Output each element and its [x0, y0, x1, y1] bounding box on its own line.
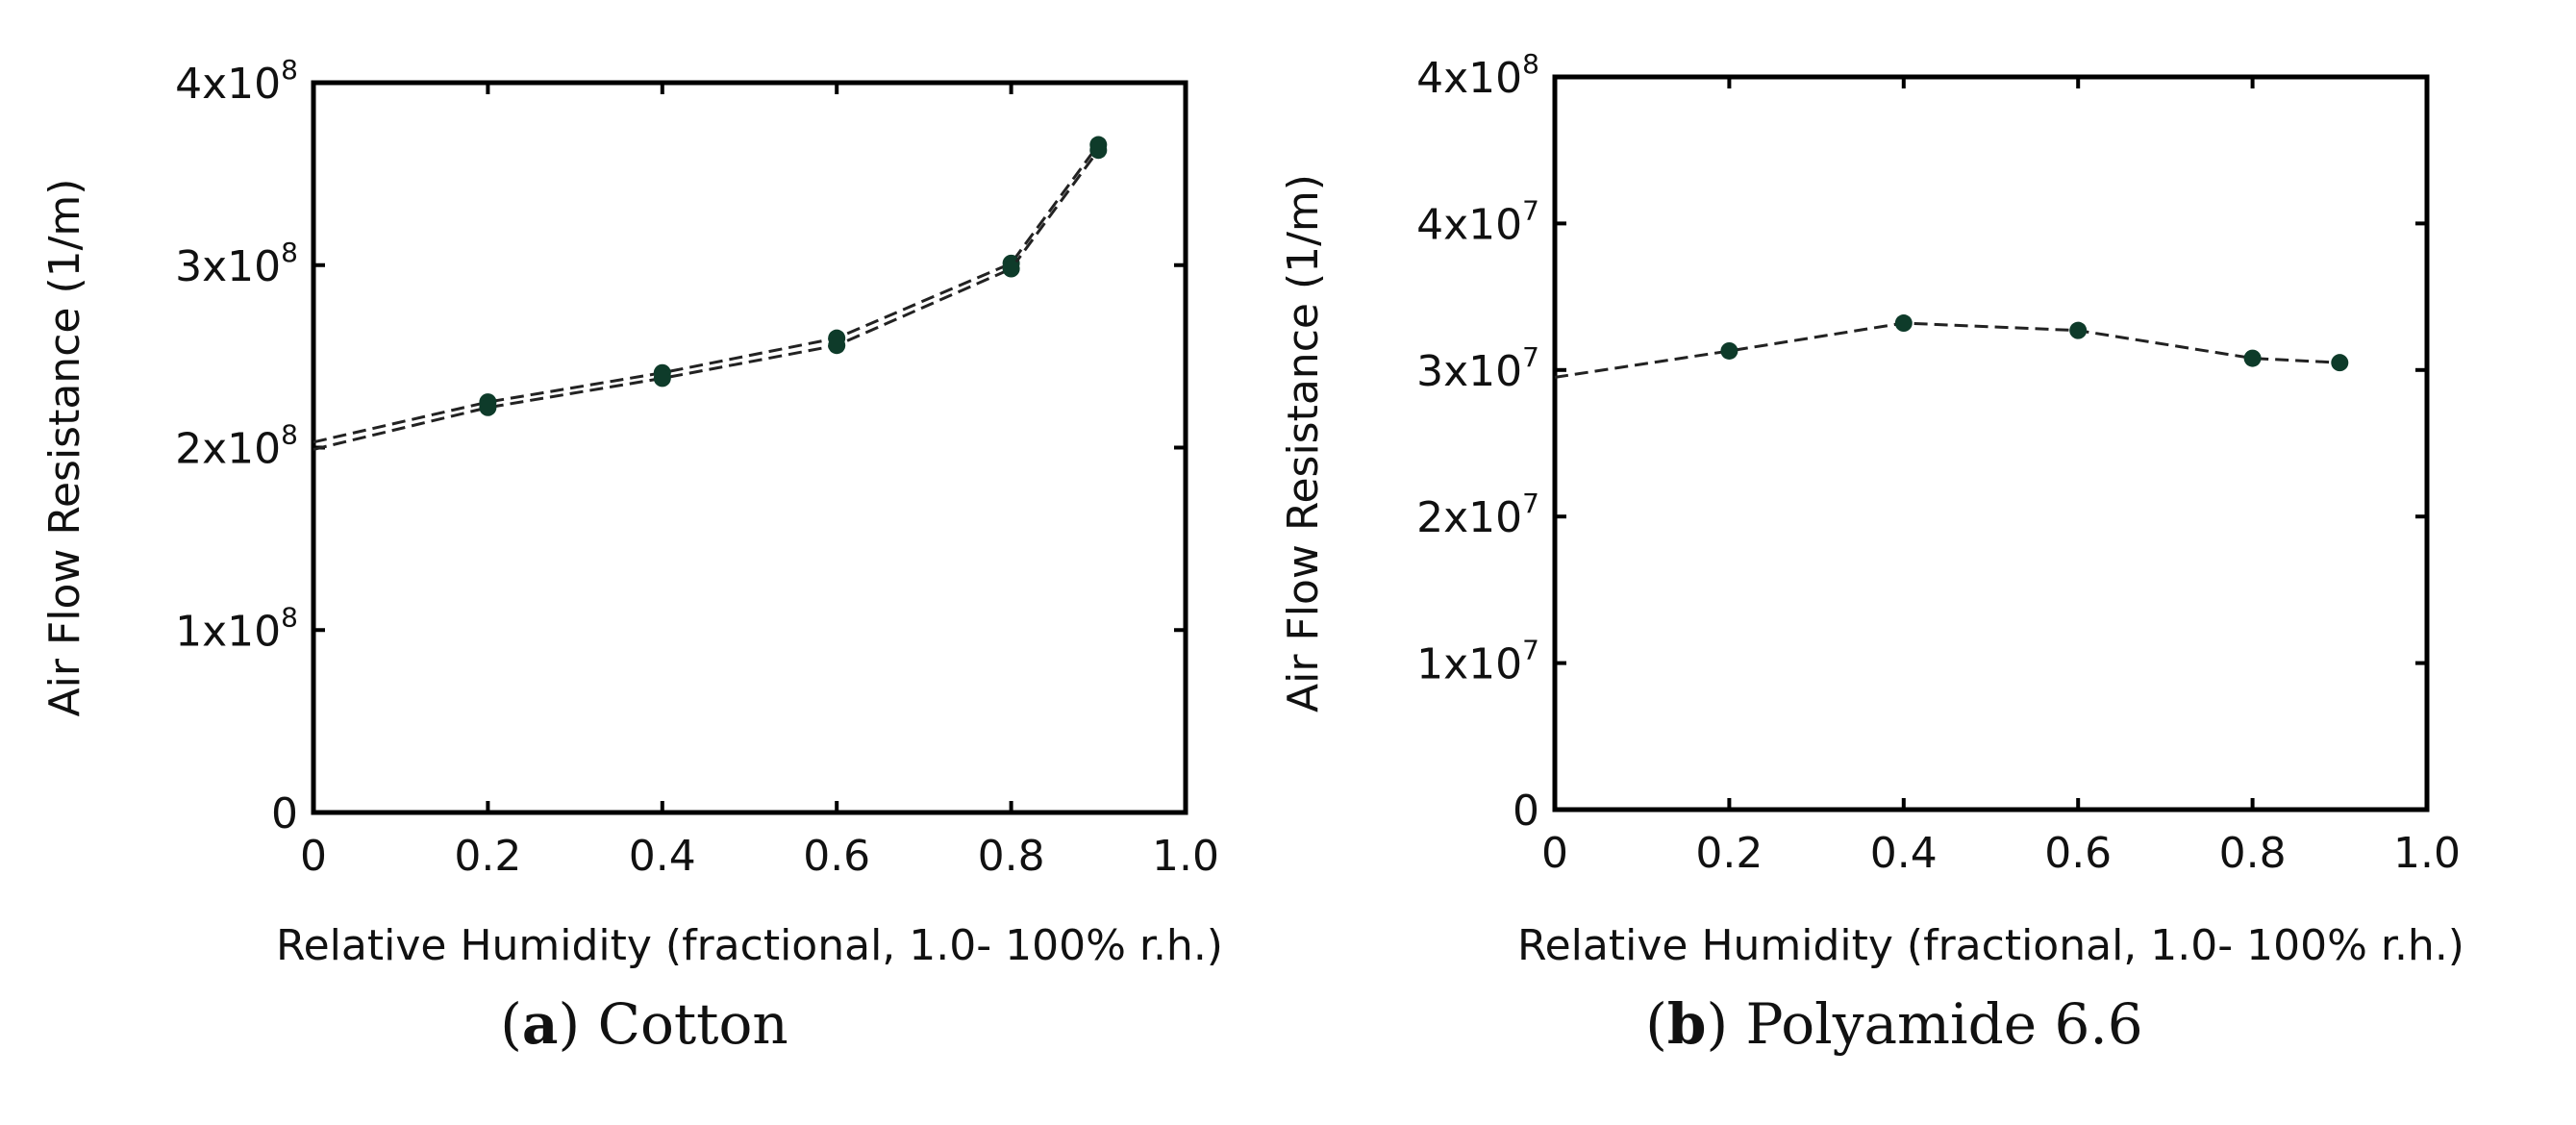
y-tick-exponent: 7 — [1522, 488, 1539, 519]
plot-frame — [311, 80, 1188, 815]
y-tick-base: 2x10 — [175, 425, 281, 474]
x-axis-label: Relative Humidity (fractional, 1.0- 100%… — [276, 921, 1223, 970]
series-line-upper — [313, 143, 1100, 444]
y-axis-label: Air Flow Resistance (1/m) — [1279, 174, 1328, 712]
y-tick-exponent: 7 — [1522, 341, 1539, 373]
y-tick-exponent: 8 — [281, 237, 298, 268]
y-tick-label: 4x108 — [1416, 48, 1539, 103]
caption-text: Cotton — [598, 991, 788, 1057]
data-point — [1894, 314, 1913, 333]
data-point — [828, 337, 846, 355]
y-tick-base: 4x10 — [175, 60, 281, 109]
series-line-polyamide — [1554, 321, 2340, 379]
y-axis-label: Air Flow Resistance (1/m) — [40, 179, 89, 717]
x-tick-label: 1.0 — [2393, 829, 2461, 878]
caption-letter: b — [1667, 991, 1707, 1057]
data-point — [2331, 354, 2349, 372]
data-point — [1089, 141, 1108, 160]
y-tick-base: 3x10 — [175, 242, 281, 291]
x-tick-label: 0.4 — [629, 832, 696, 881]
y-tick-label: 0 — [1513, 787, 1539, 836]
x-tick-label: 1.0 — [1152, 832, 1219, 881]
caption-text: Polyamide 6.6 — [1746, 991, 2143, 1057]
x-tick-label: 0.2 — [1695, 829, 1763, 878]
figure-caption: (b) Polyamide 6.6 — [1645, 991, 2142, 1057]
y-tick-base: 1x10 — [175, 607, 281, 656]
chart-panel-b: 0 0.2 0.4 0.6 0.8 1.001x1072x1073x1074x1074x1… — [1279, 48, 2464, 1057]
y-tick-base: 0 — [271, 789, 298, 838]
x-tick-label: 0.6 — [2044, 829, 2112, 878]
series-line-lower — [313, 149, 1100, 451]
y-tick-base: 4x10 — [1416, 54, 1522, 103]
data-point — [1720, 341, 1738, 360]
x-tick-label: 0.8 — [978, 832, 1045, 881]
x-axis-label: Relative Humidity (fractional, 1.0- 100%… — [1517, 921, 2464, 970]
y-tick-label: 1x108 — [175, 601, 298, 656]
data-point — [2069, 321, 2088, 339]
y-tick-base: 3x10 — [1416, 347, 1522, 396]
data-point — [479, 398, 497, 416]
data-point — [1002, 260, 1020, 278]
y-tick-exponent: 8 — [281, 419, 298, 451]
caption-paren: ) — [1706, 991, 1745, 1057]
y-tick-label: 3x107 — [1416, 341, 1539, 396]
y-tick-label: 2x107 — [1416, 488, 1539, 542]
y-tick-exponent: 7 — [1522, 635, 1539, 666]
x-tick-label: 0.6 — [803, 832, 870, 881]
y-tick-label: 4x107 — [1416, 194, 1539, 249]
x-tick-label: 0 — [300, 832, 327, 881]
y-tick-exponent: 8 — [1522, 48, 1539, 80]
caption-letter: a — [522, 991, 559, 1057]
y-tick-label: 2x108 — [175, 419, 298, 474]
chart-panel-a: 0 0.2 0.4 0.6 0.8 1.001x1082x1083x1084x108Rel… — [40, 54, 1223, 1057]
caption-paren: ( — [500, 991, 522, 1057]
plot-frame — [1552, 74, 2430, 812]
y-tick-label: 3x108 — [175, 237, 298, 291]
x-tick-label: 0.4 — [1870, 829, 1938, 878]
y-tick-base: 1x10 — [1416, 640, 1522, 689]
data-point — [2243, 349, 2262, 367]
data-point — [653, 369, 671, 388]
y-tick-exponent: 8 — [281, 601, 298, 633]
y-tick-base: 2x10 — [1416, 493, 1522, 542]
y-tick-label: 1x107 — [1416, 635, 1539, 689]
y-tick-exponent: 8 — [281, 54, 298, 86]
x-tick-label: 0.8 — [2219, 829, 2287, 878]
y-tick-label: 4x108 — [175, 54, 298, 109]
y-tick-label: 0 — [271, 789, 298, 838]
figure-caption: (a) Cotton — [500, 991, 788, 1057]
caption-paren: ) — [558, 991, 597, 1057]
caption-paren: ( — [1645, 991, 1667, 1057]
x-tick-label: 0.2 — [454, 832, 521, 881]
x-tick-label: 0 — [1541, 829, 1568, 878]
y-tick-exponent: 7 — [1522, 194, 1539, 226]
y-tick-base: 0 — [1513, 787, 1539, 836]
y-tick-base: 4x10 — [1416, 200, 1522, 249]
